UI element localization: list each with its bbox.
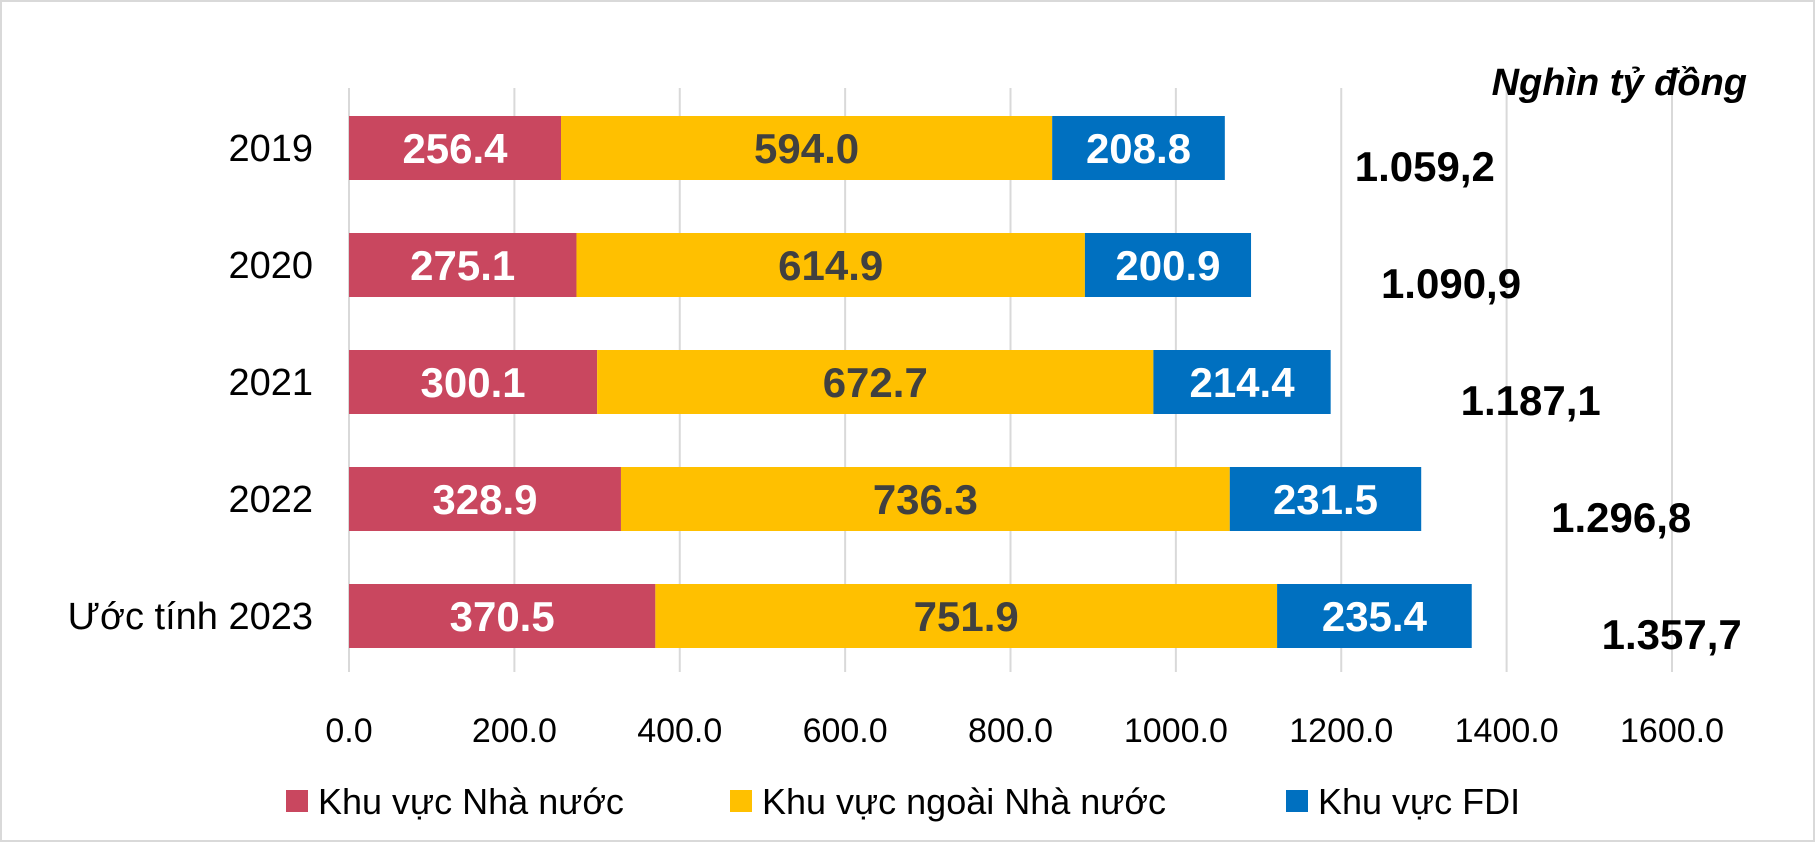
bar-value-label: 235.4	[1322, 593, 1428, 640]
x-tick-label: 800.0	[968, 712, 1053, 750]
bar-total-label: 1.090,9	[1381, 260, 1521, 307]
bar-segment	[349, 584, 656, 648]
category-label: 2020	[228, 245, 313, 287]
bar-total-label: 1.296,8	[1551, 494, 1691, 541]
category-label: 2019	[228, 128, 313, 170]
bar-segment	[561, 116, 1053, 180]
x-tick-label: 200.0	[472, 712, 557, 750]
bar-value-label: 208.8	[1086, 125, 1191, 172]
bar-value-label: 328.9	[432, 476, 537, 523]
x-tick-label: 1400.0	[1455, 712, 1559, 750]
legend-swatch	[1286, 790, 1308, 812]
bar-segment	[1084, 233, 1252, 297]
legend-label: Khu vực Nhà nước	[318, 781, 624, 822]
bar-value-label: 370.5	[450, 593, 555, 640]
x-tick-label: 600.0	[803, 712, 888, 750]
legend-swatch	[730, 790, 752, 812]
legend-label: Khu vực FDI	[1318, 781, 1520, 822]
bar-value-label: 300.1	[421, 359, 526, 406]
x-tick-label: 1600.0	[1620, 712, 1724, 750]
bar-value-label: 594.0	[754, 125, 859, 172]
bar-segment	[1052, 116, 1225, 180]
x-tick-label: 1000.0	[1124, 712, 1228, 750]
bar-segment	[1229, 467, 1422, 531]
unit-label: Nghìn tỷ đồng	[1492, 62, 1747, 104]
bar-value-label: 736.3	[873, 476, 978, 523]
bar-segment	[1277, 584, 1472, 648]
bar-value-label: 751.9	[914, 593, 1019, 640]
bar-segment	[349, 350, 598, 414]
bar-total-label: 1.187,1	[1461, 377, 1601, 424]
bar-value-label: 275.1	[410, 242, 515, 289]
bar-value-label: 231.5	[1273, 476, 1378, 523]
bar-value-label: 614.9	[778, 242, 883, 289]
category-label: 2021	[228, 362, 313, 404]
bar-segment	[655, 584, 1278, 648]
bar-value-label: 256.4	[402, 125, 508, 172]
bar-value-label: 214.4	[1189, 359, 1295, 406]
bar-segment	[620, 467, 1230, 531]
legend-label: Khu vực ngoài Nhà nước	[762, 781, 1166, 822]
legend-swatch	[286, 790, 308, 812]
category-label: 2022	[228, 479, 313, 521]
bar-segment	[576, 233, 1085, 297]
x-tick-label: 1200.0	[1289, 712, 1393, 750]
bar-value-label: 672.7	[823, 359, 928, 406]
x-tick-label: 400.0	[637, 712, 722, 750]
bar-value-label: 200.9	[1115, 242, 1220, 289]
bar-segment	[1153, 350, 1331, 414]
x-tick-label: 0.0	[325, 712, 372, 750]
bar-total-label: 1.059,2	[1355, 143, 1495, 190]
bar-total-label: 1.357,7	[1602, 611, 1742, 658]
bar-segment	[349, 467, 621, 531]
category-label: Ước tính 2023	[68, 596, 313, 638]
bar-segment	[597, 350, 1154, 414]
bar-segment	[349, 116, 562, 180]
bar-segment	[349, 233, 577, 297]
